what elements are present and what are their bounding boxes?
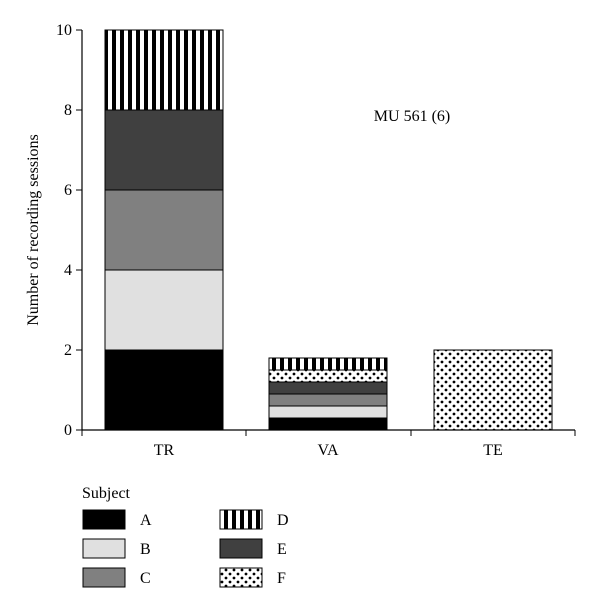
bar-segment-va-f: [268, 369, 388, 383]
bar-segment-tr-c: [104, 189, 224, 271]
bar-segment-tr-e: [104, 109, 224, 191]
bar-segment-va-c: [268, 393, 388, 407]
legend: ABC DEF: [82, 509, 289, 588]
chart-annotation: MU 561 (6): [374, 108, 450, 125]
legend-title: Subject: [82, 485, 131, 502]
bar-segment-va-d: [268, 357, 388, 371]
y-tick-label: 0: [64, 422, 72, 439]
y-tick-label: 10: [56, 22, 72, 39]
bar-segment-te-f: [433, 349, 553, 431]
y-tick-label: 2: [64, 342, 72, 359]
bars: [104, 29, 553, 431]
bar-segment-va-b: [268, 405, 388, 419]
y-tick-label: 8: [64, 102, 72, 119]
bar-segment-va-a: [268, 417, 388, 431]
legend-swatch-e: [219, 538, 263, 559]
x-tick-label: TR: [154, 442, 175, 459]
legend-label-f: F: [277, 570, 286, 587]
bar-segment-tr-a: [104, 349, 224, 431]
legend-label-d: D: [277, 512, 289, 529]
x-tick-label: VA: [317, 442, 338, 459]
bar-segment-tr-d: [104, 29, 224, 111]
legend-swatch-d: [219, 509, 263, 530]
y-tick-label: 4: [64, 262, 72, 279]
bar-segment-va-e: [268, 381, 388, 395]
legend-swatch-c: [82, 567, 126, 588]
legend-swatch-a: [82, 509, 126, 530]
legend-label-c: C: [140, 570, 151, 587]
x-tick-label: TE: [483, 442, 503, 459]
legend-label-e: E: [277, 541, 287, 558]
axes: [81, 30, 575, 431]
y-tick-label: 6: [64, 182, 72, 199]
y-axis-label: Number of recording sessions: [25, 134, 42, 326]
legend-label-b: B: [140, 541, 151, 558]
bar-segment-tr-b: [104, 269, 224, 351]
x-ticks: TR VA TE: [81, 430, 576, 459]
legend-label-a: A: [140, 512, 152, 529]
legend-swatch-b: [82, 538, 126, 559]
y-ticks: 0 2 4 6 8 10: [56, 22, 82, 439]
legend-swatch-f: [219, 567, 263, 588]
